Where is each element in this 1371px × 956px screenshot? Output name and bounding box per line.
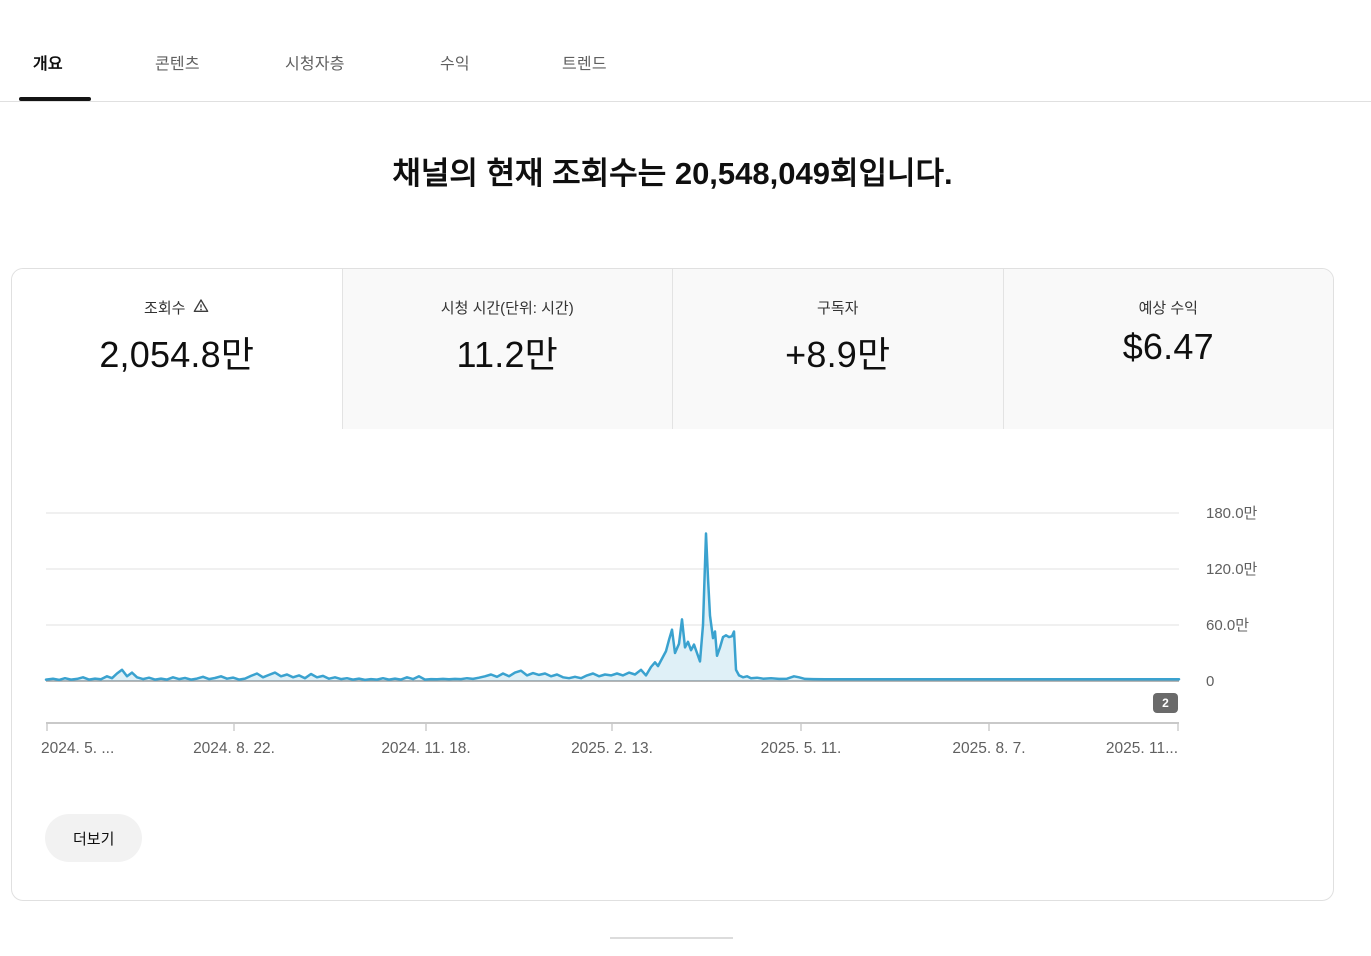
- svg-text:2024. 11. 18.: 2024. 11. 18.: [381, 740, 470, 757]
- svg-text:2025. 5. 11.: 2025. 5. 11.: [761, 740, 842, 757]
- metric-subscribers-tab[interactable]: 구독자 +8.9만: [672, 269, 1003, 429]
- metric-subscribers-value: +8.9만: [785, 334, 891, 375]
- metric-revenue-tab[interactable]: 예상 수익 $6.47: [1002, 269, 1333, 429]
- svg-text:2024. 8. 22.: 2024. 8. 22.: [193, 740, 275, 757]
- metric-views-label: 조회수: [144, 300, 186, 317]
- metric-views-tab[interactable]: 조회수 2,054.8만: [12, 269, 342, 429]
- tab-audience[interactable]: 시청자층: [285, 56, 345, 73]
- svg-text:60.0만: 60.0만: [1206, 617, 1249, 634]
- analytics-card: 조회수 2,054.8만 시청 시간(단위: 시간) 11.2만 구독자 +8.…: [11, 268, 1334, 901]
- metric-revenue-label: 예상 수익: [1138, 300, 1198, 317]
- metric-card-row: 조회수 2,054.8만 시청 시간(단위: 시간) 11.2만 구독자 +8.…: [12, 269, 1333, 429]
- svg-text:2025. 11...: 2025. 11...: [1106, 740, 1178, 757]
- views-chart[interactable]: 180.0만 120.0만 60.0만 0 2024. 5. ... 2024. 8. 2…: [12, 429, 1333, 900]
- tab-trends[interactable]: 트렌드: [562, 56, 607, 73]
- metric-revenue-value: $6.47: [1122, 326, 1214, 367]
- metric-subscribers-label: 구독자: [817, 300, 859, 317]
- tab-revenue[interactable]: 수익: [440, 56, 470, 73]
- warning-icon[interactable]: [193, 298, 209, 318]
- svg-text:2024. 5. ...: 2024. 5. ...: [41, 740, 114, 757]
- chart-event-badge[interactable]: 2: [1153, 693, 1178, 713]
- metric-views-value: 2,054.8만: [99, 334, 255, 375]
- metric-watchtime-label: 시청 시간(단위: 시간): [440, 300, 574, 317]
- svg-text:120.0만: 120.0만: [1206, 561, 1258, 578]
- tab-content[interactable]: 콘텐츠: [155, 56, 200, 73]
- metric-views-label-row: 조회수: [12, 297, 342, 318]
- see-more-button[interactable]: 더보기: [45, 814, 143, 862]
- tab-overview[interactable]: 개요: [33, 56, 63, 73]
- active-tab-indicator: [19, 97, 91, 101]
- metric-watchtime-value: 11.2만: [456, 334, 558, 375]
- svg-text:2025. 8. 7.: 2025. 8. 7.: [952, 740, 1025, 757]
- metric-watchtime-tab[interactable]: 시청 시간(단위: 시간) 11.2만: [341, 269, 672, 429]
- page-title: 채널의 현재 조회수는 20,548,049회입니다.: [392, 156, 953, 191]
- views-chart-svg: 180.0만 120.0만 60.0만 0 2024. 5. ... 2024. 8. 2…: [41, 505, 1258, 757]
- next-section-divider: [610, 937, 733, 939]
- svg-text:180.0만: 180.0만: [1206, 505, 1258, 522]
- svg-text:0: 0: [1206, 673, 1214, 690]
- analytics-tabbar: 개요 콘텐츠 시청자층 수익 트렌드: [0, 0, 1371, 102]
- svg-text:2025. 2. 13.: 2025. 2. 13.: [571, 740, 653, 757]
